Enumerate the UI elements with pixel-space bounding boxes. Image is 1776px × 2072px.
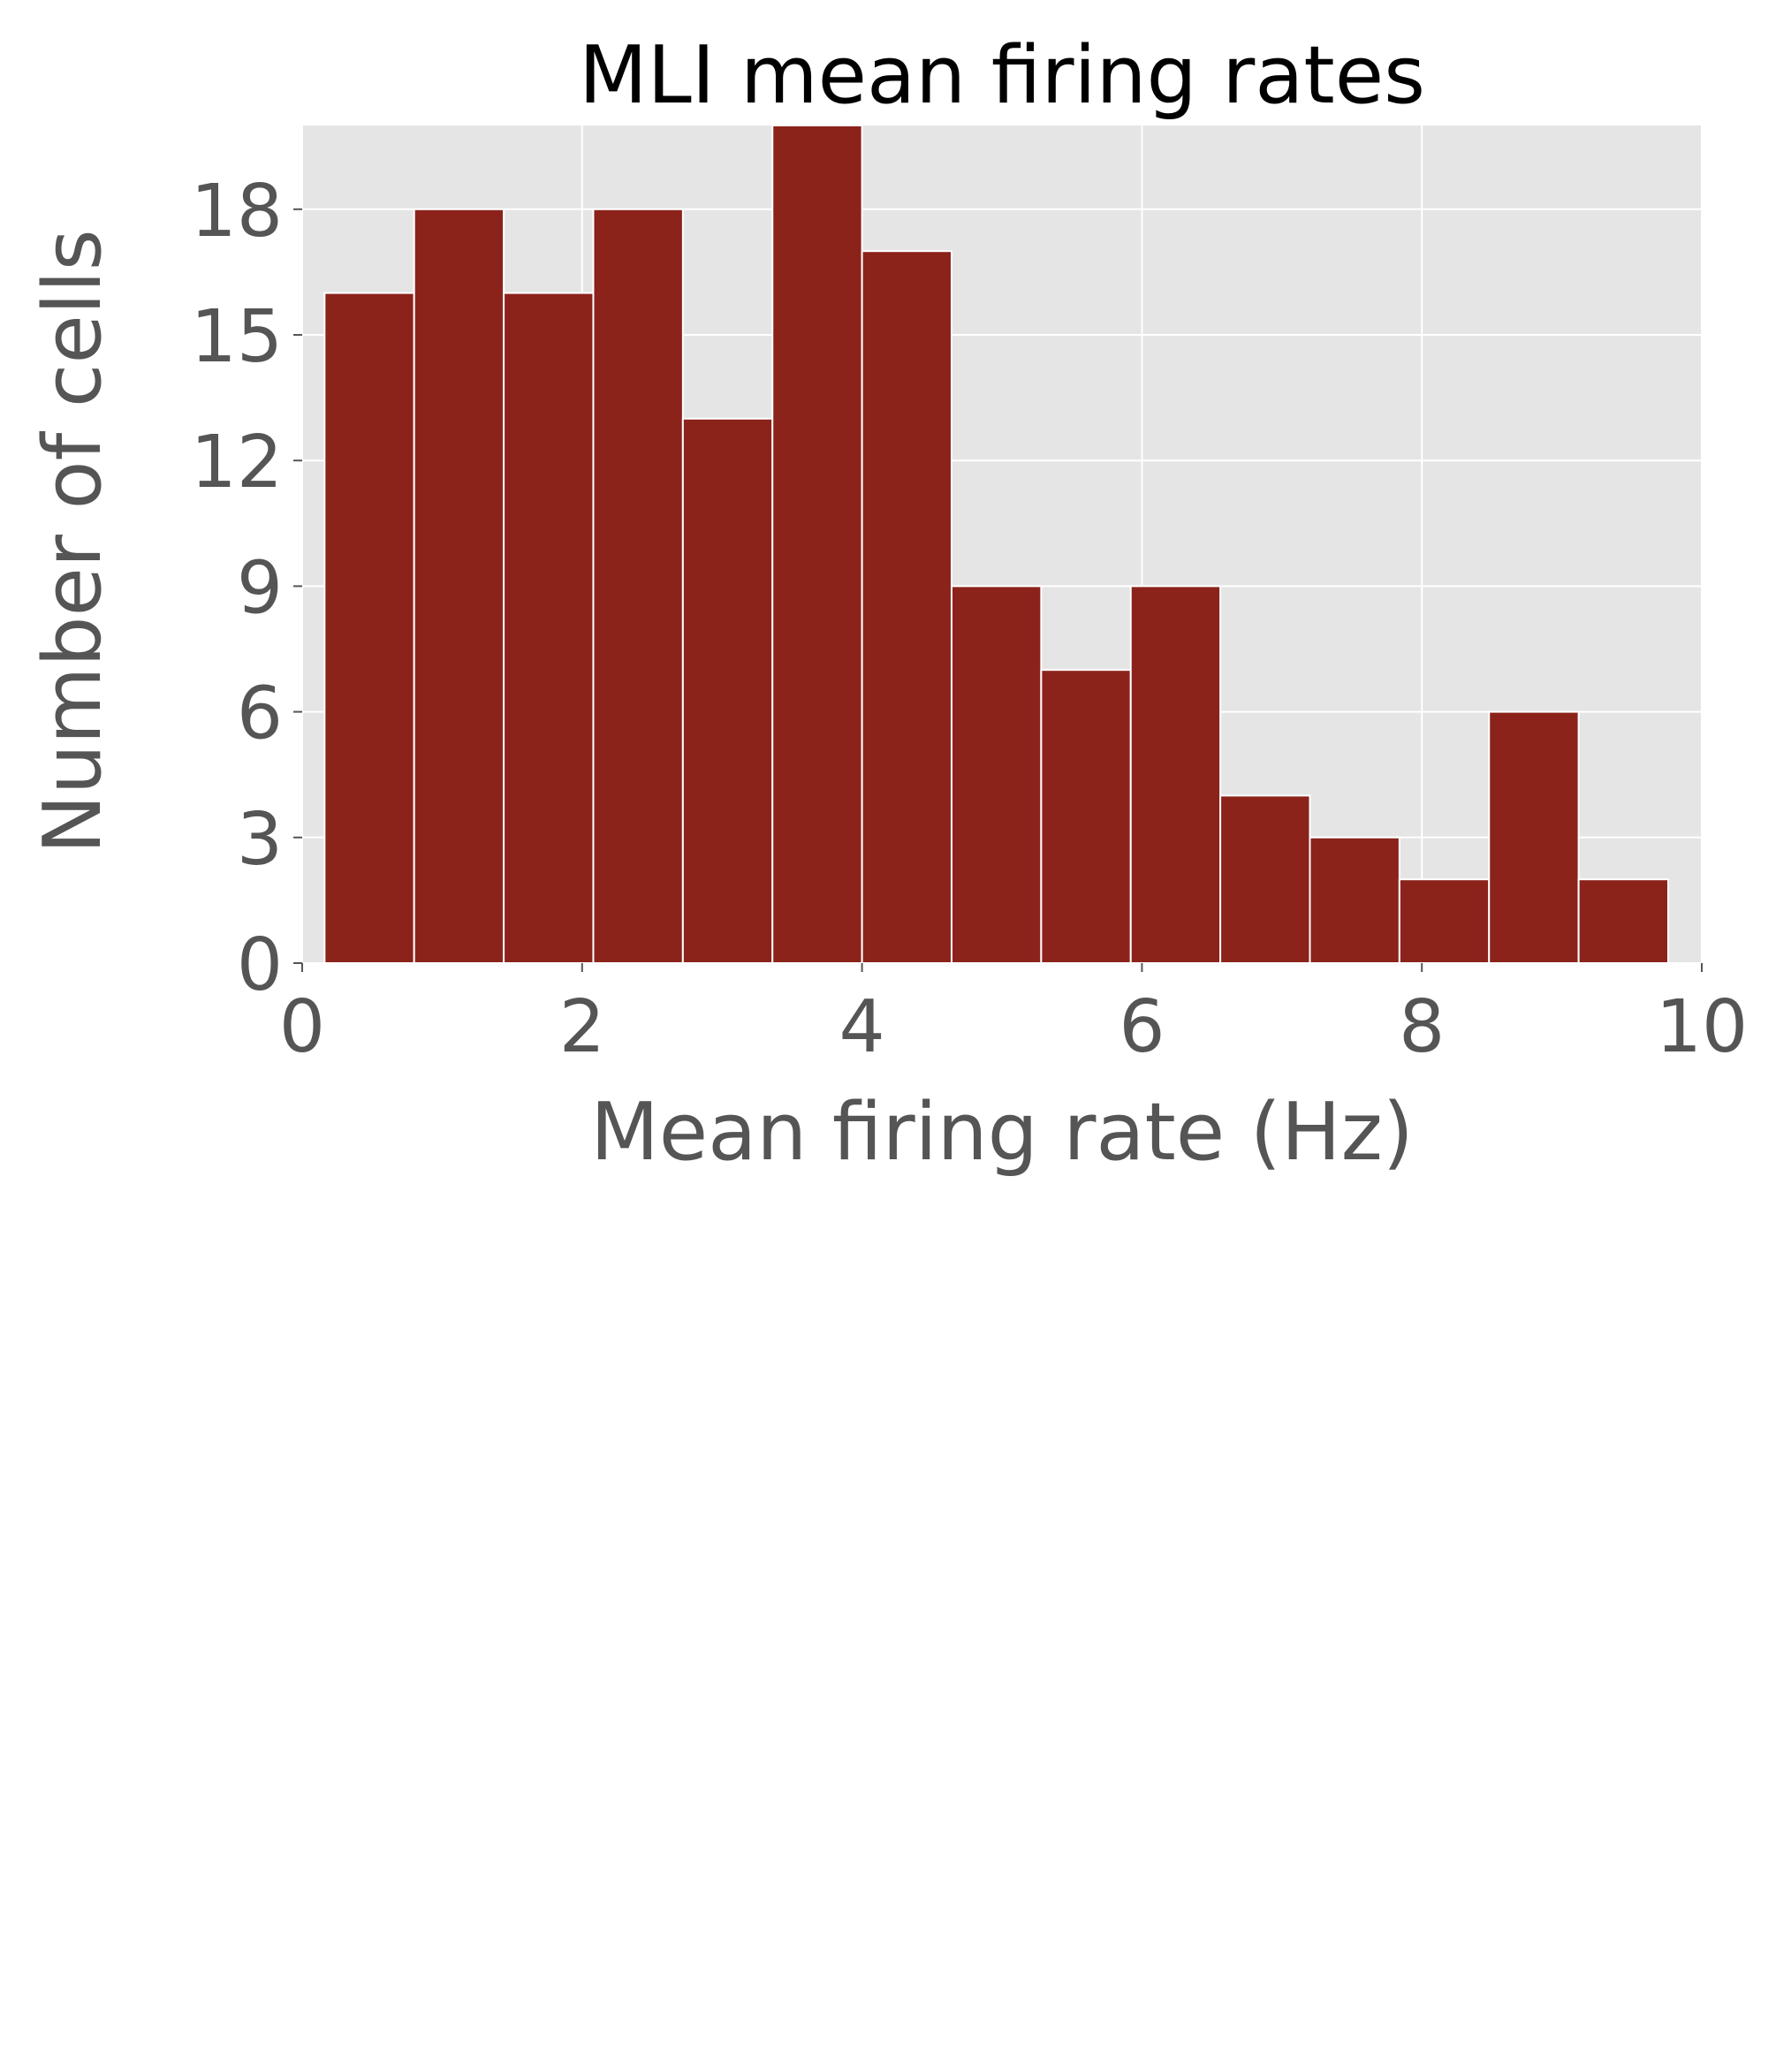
axis-ticks: 0 2 4 6 8 10 0 3 6 9 12 15 18 [191, 170, 1749, 1069]
histogram-bar [1309, 836, 1400, 964]
y-tick-label: 0 [237, 923, 283, 1007]
x-tick-label: 6 [1119, 985, 1165, 1069]
histogram-bar [950, 585, 1043, 965]
histogram-bar [1398, 878, 1491, 965]
histogram-bar [323, 292, 415, 965]
y-tick-label: 6 [237, 672, 283, 756]
histogram-bar [1129, 585, 1222, 965]
histogram-bar [413, 208, 505, 965]
histogram-bar [1219, 794, 1311, 965]
y-tick-label: 12 [191, 421, 283, 505]
histogram-bar [592, 208, 684, 965]
x-tick-label: 2 [559, 985, 605, 1069]
y-tick-label: 15 [191, 295, 283, 379]
histogram-bar [503, 292, 595, 965]
x-tick-label: 8 [1399, 985, 1445, 1069]
y-axis-label: Number of cells [27, 229, 119, 854]
histogram-bars [323, 125, 1669, 965]
chart-title: MLI mean firing rates [579, 29, 1425, 122]
y-tick-label: 9 [237, 546, 283, 630]
histogram-bar [861, 250, 953, 964]
x-tick-label: 4 [839, 985, 885, 1069]
x-axis-label: Mean firing rate (Hz) [590, 1086, 1414, 1179]
y-tick-label: 18 [191, 170, 283, 254]
histogram-bar [1577, 878, 1669, 965]
histogram-bar [1488, 710, 1580, 964]
x-tick-label: 0 [279, 985, 325, 1069]
histogram-bar [681, 417, 774, 964]
histogram-bar [1040, 669, 1132, 964]
y-tick-label: 3 [237, 798, 283, 882]
x-tick-label: 10 [1656, 985, 1748, 1069]
histogram-bar [771, 125, 863, 964]
